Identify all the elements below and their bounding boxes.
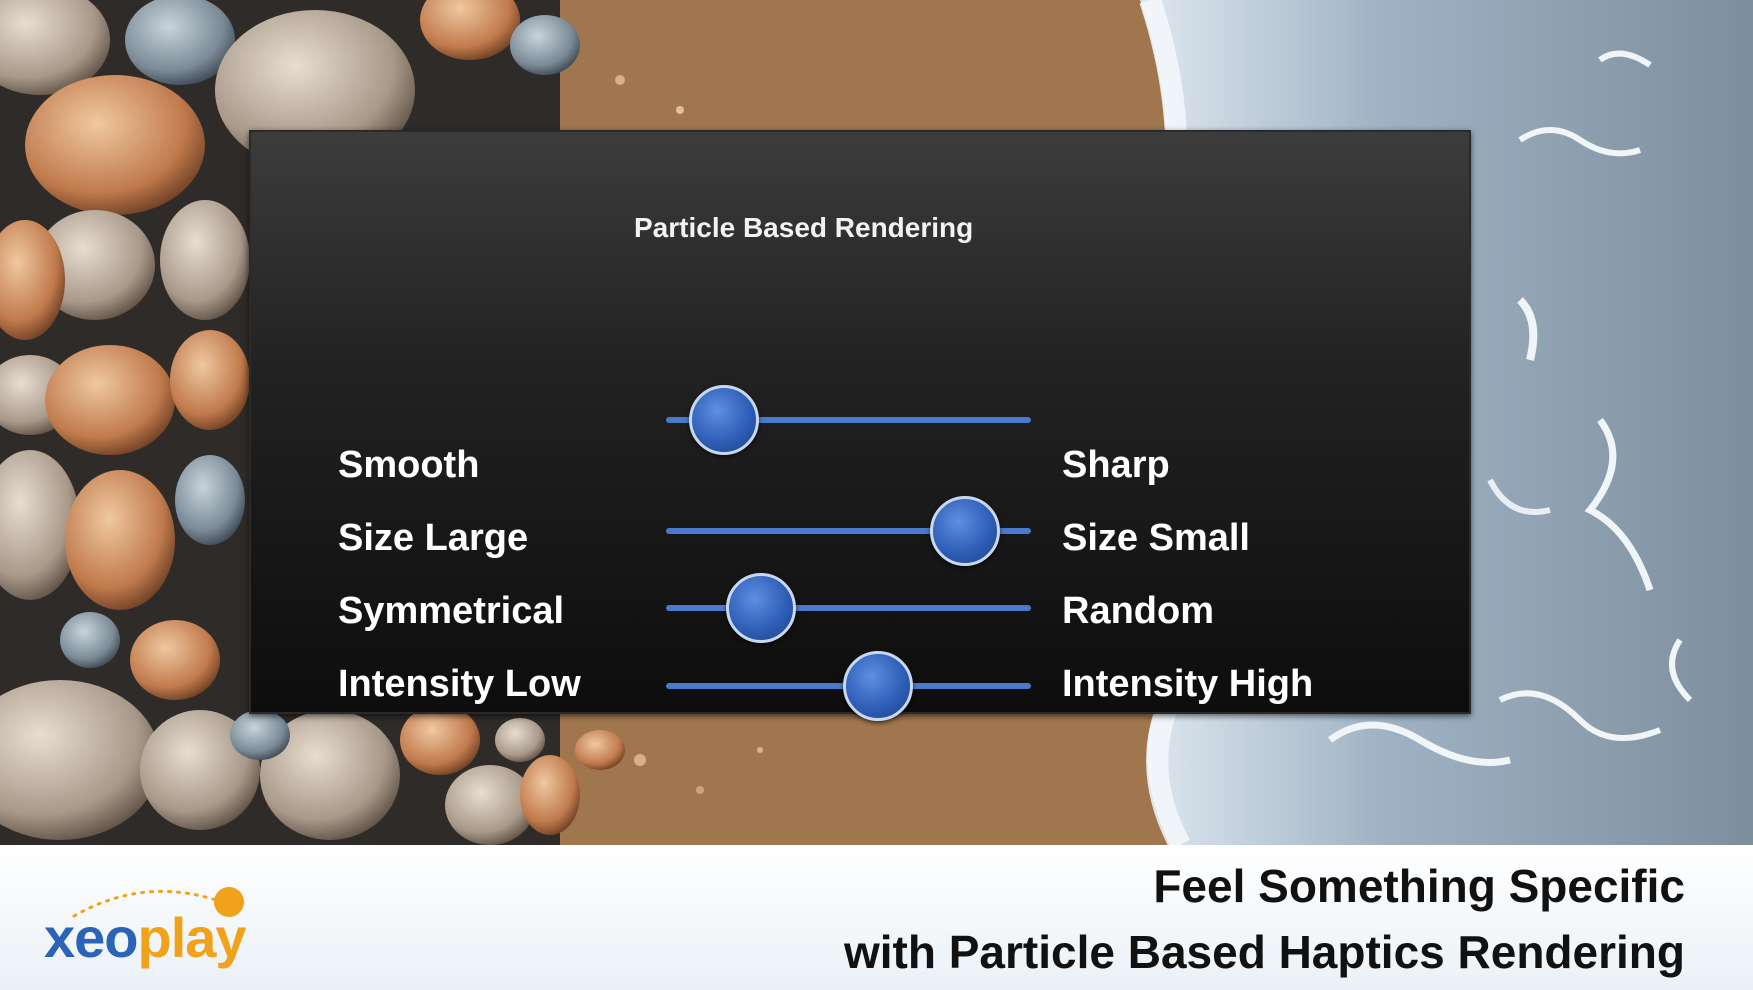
slider-row-size: Size Large Size Small — [251, 496, 1469, 568]
slider-row-symmetry: Symmetrical Random — [251, 573, 1469, 643]
slider-row-intensity: Intensity Low Intensity High — [251, 651, 1469, 721]
slider-right-label: Intensity High — [1062, 663, 1314, 705]
logo-text: xeoplay — [44, 906, 247, 969]
slider-right-label: Size Small — [1062, 517, 1250, 559]
tagline-line-2: with Particle Based Haptics Rendering — [843, 926, 1685, 978]
slider-left-label: Intensity Low — [338, 663, 581, 705]
slider-right-label: Random — [1062, 590, 1214, 632]
tagline-line-1: Feel Something Specific — [1153, 860, 1685, 912]
slider-knob[interactable] — [842, 651, 913, 721]
intensity-slider[interactable] — [666, 651, 1031, 721]
logo-dot-icon — [214, 887, 244, 917]
logo-arc-icon — [72, 889, 221, 918]
slider-right-label: Sharp — [1062, 444, 1170, 486]
slider-left-label: Symmetrical — [338, 590, 565, 632]
slider-knob[interactable] — [725, 573, 796, 643]
xeoplay-logo: xeoplay — [44, 871, 274, 971]
slider-row-smooth-sharp: Smooth Sharp — [251, 385, 1469, 495]
footer-bar: xeoplay Feel Something Specific with Par… — [0, 845, 1753, 990]
rendering-panel: Particle Based Rendering Smooth Sharp Si… — [249, 130, 1471, 721]
symmetry-slider[interactable] — [666, 573, 1031, 643]
size-slider[interactable] — [666, 496, 1031, 566]
slider-left-label: Size Large — [338, 517, 529, 559]
panel-title: Particle Based Rendering — [634, 212, 974, 243]
smooth-sharp-slider[interactable] — [666, 385, 1031, 455]
slider-knob[interactable] — [689, 385, 760, 455]
slider-knob[interactable] — [930, 496, 1001, 566]
slider-left-label: Smooth — [338, 444, 480, 486]
